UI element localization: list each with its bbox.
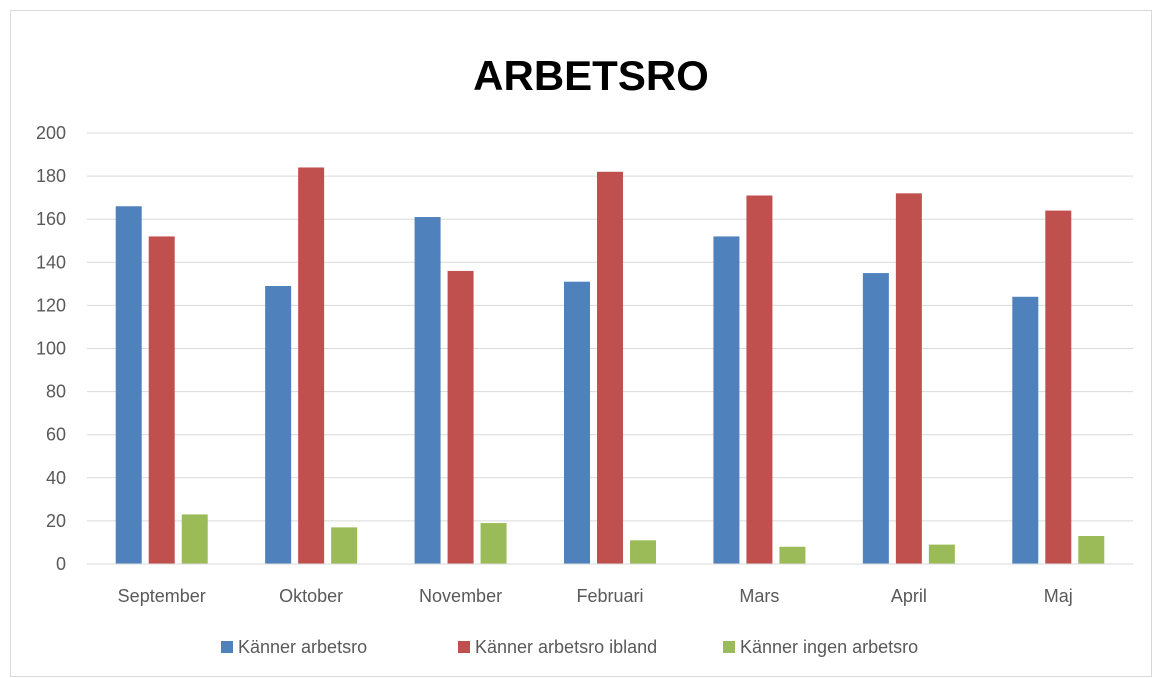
bar-maj-series-2 xyxy=(1045,210,1072,564)
bar-september-series-3 xyxy=(181,514,208,564)
y-tick-label: 200 xyxy=(36,123,66,143)
bar-oktober-series-3 xyxy=(331,527,358,564)
bar-november-series-3 xyxy=(480,523,507,564)
legend-swatch xyxy=(458,641,470,653)
bar-februari-series-1 xyxy=(564,281,590,564)
bar-april-series-1 xyxy=(862,273,889,564)
x-tick-label: Oktober xyxy=(279,586,343,606)
y-tick-label: 0 xyxy=(56,554,66,574)
y-tick-label: 180 xyxy=(36,166,66,186)
x-axis-ticks: September Oktober November Februari Mars Apri… xyxy=(87,563,1133,606)
chart-container: ARBETSRO 0 20 40 60 80 100 120 140 160 180 200 Sep… xyxy=(10,10,1152,677)
bar-september-series-1 xyxy=(115,206,142,564)
y-tick-label: 120 xyxy=(36,295,66,315)
bar-april-series-2 xyxy=(895,193,922,564)
legend: Känner arbetsro Känner arbetsro ibland Kän… xyxy=(221,637,918,657)
bar-februari-series-2 xyxy=(597,171,623,565)
y-tick-label: 100 xyxy=(36,339,66,359)
chart-title: ARBETSRO xyxy=(473,52,709,99)
x-tick-label: Maj xyxy=(1044,586,1073,606)
bar-mars-series-1 xyxy=(713,236,740,564)
legend-swatch xyxy=(723,641,735,653)
y-tick-label: 60 xyxy=(46,425,66,445)
bar-november-series-2 xyxy=(447,270,474,564)
bar-mars-series-2 xyxy=(746,195,773,564)
bar-februari-series-3 xyxy=(630,540,656,564)
legend-swatch xyxy=(221,641,233,653)
bar-oktober-series-2 xyxy=(298,167,325,565)
bar-april-series-3 xyxy=(928,544,955,564)
y-tick-label: 160 xyxy=(36,209,66,229)
bar-november-series-1 xyxy=(414,217,441,565)
y-axis-ticks: 0 20 40 60 80 100 120 140 160 180 200 xyxy=(36,123,66,574)
y-tick-label: 20 xyxy=(46,511,66,531)
x-tick-label: September xyxy=(118,586,206,606)
y-tick-label: 80 xyxy=(46,382,66,402)
bars xyxy=(115,167,1105,565)
legend-label: Känner arbetsro xyxy=(238,637,367,657)
y-tick-label: 40 xyxy=(46,468,66,488)
x-tick-label: November xyxy=(419,586,502,606)
bar-maj-series-1 xyxy=(1012,296,1039,564)
bar-mars-series-3 xyxy=(779,546,806,564)
legend-label: Känner ingen arbetsro xyxy=(740,637,918,657)
bar-maj-series-3 xyxy=(1078,535,1105,564)
bar-oktober-series-1 xyxy=(265,286,292,564)
y-tick-label: 140 xyxy=(36,252,66,272)
bar-september-series-2 xyxy=(148,236,175,564)
x-tick-label: April xyxy=(891,586,927,606)
legend-label: Känner arbetsro ibland xyxy=(475,637,657,657)
bar-chart: ARBETSRO 0 20 40 60 80 100 120 140 160 180 200 Sep… xyxy=(36,52,1133,657)
x-tick-label: Februari xyxy=(576,586,643,606)
x-tick-label: Mars xyxy=(739,586,779,606)
